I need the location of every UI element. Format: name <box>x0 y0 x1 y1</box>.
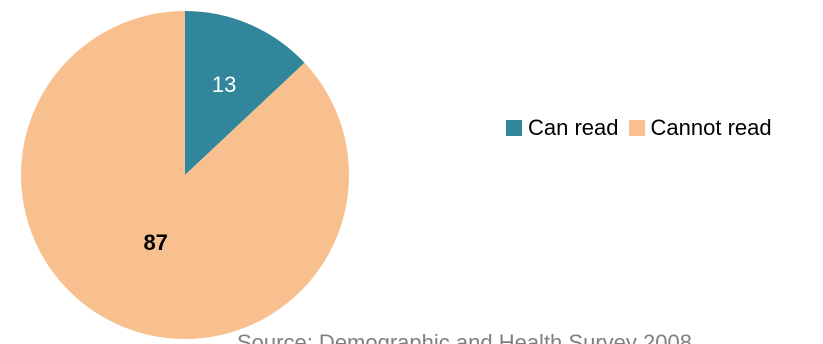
legend-label-can-read: Can read <box>528 115 619 140</box>
data-label-cannot-read: 87 <box>143 230 167 255</box>
legend-swatch-cannot-read <box>628 120 645 136</box>
data-label-can-read: 13 <box>212 72 236 97</box>
legend-label-cannot-read: Cannot read <box>650 115 772 140</box>
pie-slice-can-read <box>185 11 305 175</box>
source-note: Source: Demographic and Health Survey 20… <box>237 330 692 344</box>
legend-swatch-can-read <box>506 120 522 136</box>
pie-slice-cannot-read <box>20 11 349 339</box>
legend: Can read Cannot read <box>506 113 782 143</box>
legend-item-cannot-read: Cannot read <box>628 115 772 141</box>
legend-item-can-read: Can read <box>506 115 619 141</box>
